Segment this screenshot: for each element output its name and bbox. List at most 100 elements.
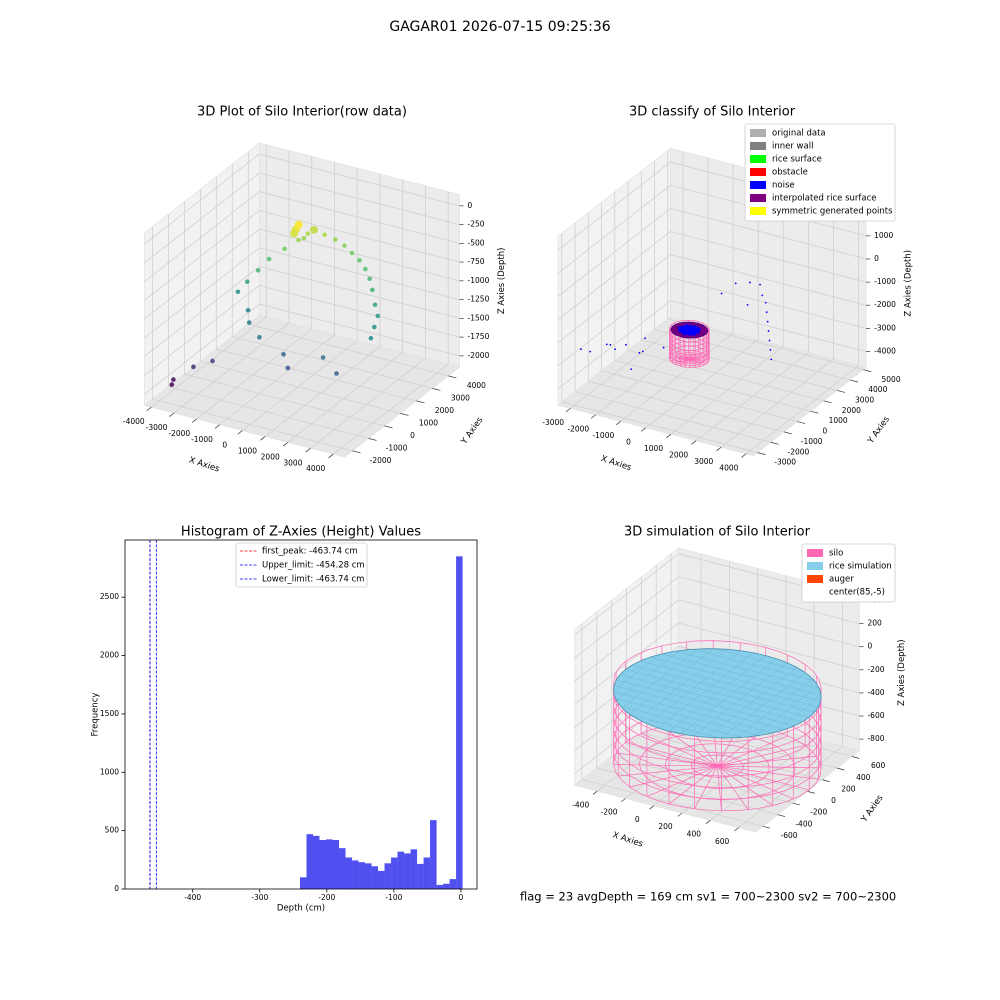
z-tick-label: -1000 bbox=[468, 276, 490, 285]
y-tick bbox=[783, 431, 792, 435]
x-tick bbox=[214, 424, 220, 429]
y-tick bbox=[836, 390, 845, 393]
x-tick bbox=[705, 820, 711, 824]
legend-swatch bbox=[750, 168, 766, 176]
grid-line bbox=[144, 172, 460, 264]
x-tick bbox=[237, 430, 243, 435]
grid-line bbox=[587, 212, 785, 433]
bar bbox=[358, 862, 366, 889]
grid-line bbox=[144, 209, 460, 301]
grid-line bbox=[144, 247, 460, 339]
surface-mesh bbox=[675, 651, 820, 689]
y-tick bbox=[837, 767, 845, 771]
y-tick bbox=[762, 825, 771, 829]
point bbox=[320, 355, 326, 360]
grid-line bbox=[620, 164, 734, 422]
legend-label: noise bbox=[772, 181, 795, 191]
y-tick bbox=[770, 441, 779, 445]
z-tick-label: 0 bbox=[468, 201, 473, 210]
legend-label: auger bbox=[829, 575, 854, 585]
point bbox=[294, 220, 303, 229]
surface-mesh bbox=[699, 330, 708, 338]
point bbox=[169, 382, 175, 387]
grid-line bbox=[570, 151, 684, 409]
point bbox=[609, 343, 612, 346]
y-tick-label: 0 bbox=[822, 427, 827, 436]
surface-mesh bbox=[774, 695, 822, 733]
y-tick-label: -600 bbox=[780, 831, 797, 840]
z-tick-label: -3000 bbox=[874, 323, 896, 332]
grid-line bbox=[574, 622, 860, 705]
chart-title: Histogram of Z-Axies (Height) Values bbox=[181, 525, 421, 540]
z-axis-label: Z Axies (Depth) bbox=[497, 248, 507, 315]
point bbox=[761, 294, 764, 297]
grid-line bbox=[196, 156, 313, 420]
bar bbox=[371, 866, 379, 889]
x-tick bbox=[590, 414, 596, 419]
surface-point bbox=[685, 331, 689, 335]
legend-swatch bbox=[807, 549, 823, 557]
grid-line bbox=[151, 144, 267, 408]
bar bbox=[404, 853, 411, 889]
legend-frame bbox=[744, 123, 896, 222]
x-tick-label: -300 bbox=[251, 893, 268, 902]
surface-mesh bbox=[693, 662, 788, 737]
surface-point bbox=[688, 324, 692, 328]
point bbox=[301, 235, 307, 241]
surface-mesh bbox=[640, 660, 819, 708]
cylinder-ring bbox=[613, 709, 822, 800]
y-tick-label: 2000 bbox=[435, 406, 454, 415]
z-tick-label: 0 bbox=[874, 254, 879, 263]
x-tick-label: 4000 bbox=[719, 464, 738, 473]
legend-label: inner wall bbox=[772, 142, 813, 152]
y-tick bbox=[777, 814, 786, 817]
legend-swatch bbox=[807, 588, 823, 596]
y-tick-label: 4000 bbox=[467, 381, 486, 390]
point bbox=[372, 324, 377, 330]
surface-mesh bbox=[692, 649, 815, 681]
surface-mesh bbox=[688, 321, 705, 327]
legend-label: Upper_limit: -454.28 cm bbox=[262, 561, 365, 571]
grid-line bbox=[745, 196, 859, 455]
surface-point bbox=[678, 328, 682, 333]
y-tick-label: 2500 bbox=[100, 592, 119, 601]
legend-label: obstacle bbox=[772, 168, 808, 178]
bar bbox=[313, 835, 320, 889]
cylinder-ring bbox=[613, 721, 822, 812]
legend-label: symmetric generated points bbox=[772, 207, 893, 217]
point bbox=[334, 371, 339, 376]
surface-mesh bbox=[685, 322, 707, 328]
point bbox=[605, 343, 608, 346]
grid-line bbox=[173, 150, 290, 414]
surface-point bbox=[683, 332, 687, 336]
y-tick-label: 400 bbox=[856, 773, 871, 782]
legend-swatch bbox=[750, 129, 766, 137]
grid-line bbox=[310, 185, 426, 449]
grid-line bbox=[215, 176, 417, 402]
cylinder-floor-ring bbox=[639, 732, 796, 800]
cylinder-floor-ring bbox=[674, 352, 705, 366]
point bbox=[734, 282, 737, 285]
y-tick-label: 1000 bbox=[100, 767, 119, 776]
y-tick bbox=[400, 413, 409, 416]
grid-line bbox=[627, 181, 824, 402]
legend-frame bbox=[801, 543, 896, 603]
grid-line bbox=[151, 226, 353, 452]
y-tick-label: 600 bbox=[871, 761, 886, 770]
surface-mesh bbox=[754, 686, 819, 737]
point bbox=[768, 339, 771, 342]
point bbox=[766, 320, 769, 323]
legend-label: Lower_limit: -463.74 cm bbox=[262, 575, 364, 585]
point bbox=[266, 256, 272, 262]
point bbox=[375, 313, 381, 319]
x-tick bbox=[305, 448, 311, 453]
status-text: flag = 23 avgDepth = 169 cm sv1 = 700~23… bbox=[520, 890, 896, 904]
z-tick-label: -600 bbox=[867, 711, 884, 720]
x-tick bbox=[677, 812, 683, 817]
point bbox=[285, 365, 291, 371]
bar bbox=[339, 848, 346, 889]
legend-swatch bbox=[750, 207, 766, 215]
z-tick-label: -2000 bbox=[874, 300, 896, 309]
z-tick-label: -800 bbox=[867, 734, 884, 743]
grid-line bbox=[695, 184, 809, 442]
